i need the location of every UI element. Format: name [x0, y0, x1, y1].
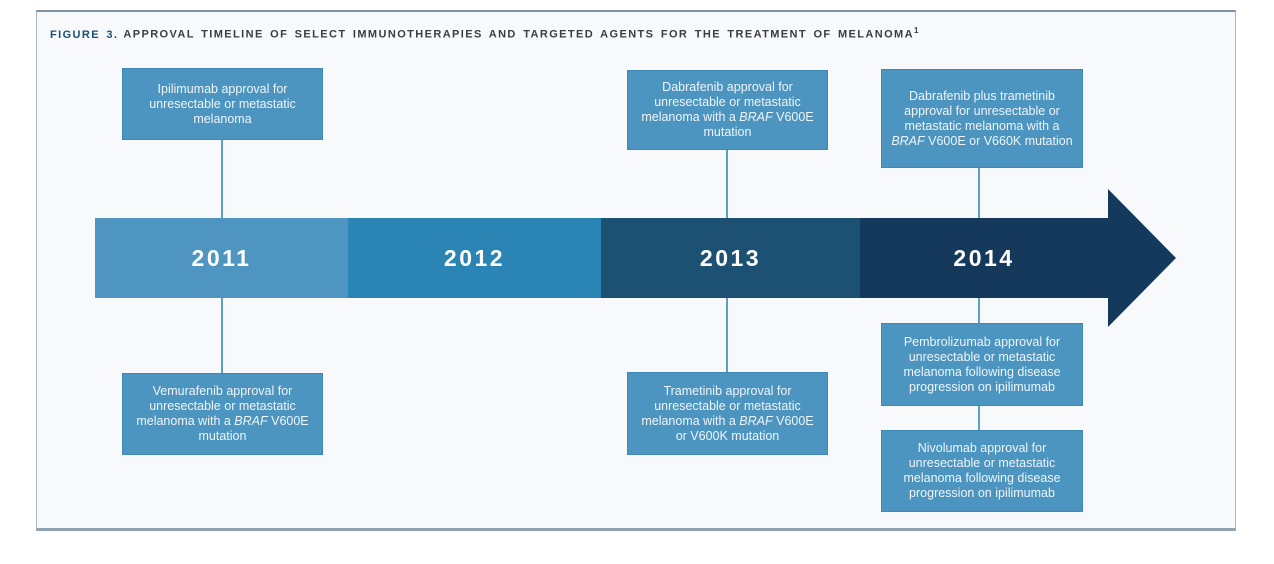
event-text-pre: Dabrafenib plus trametinib approval for … — [904, 88, 1060, 133]
event-text-pre: Nivolumab approval for unresectable or m… — [903, 441, 1061, 500]
figure-title: FIGURE 3. APPROVAL TIMELINE OF SELECT IMM… — [50, 26, 918, 41]
event-text-post: V600E mutation — [198, 414, 309, 443]
event-text: Pembrolizumab approval for unresectable … — [890, 335, 1074, 395]
figure-title-text: APPROVAL TIMELINE OF SELECT IMMUNOTHERAP… — [123, 28, 914, 41]
event-text: Trametinib approval for unresectable or … — [636, 384, 819, 444]
timeline-segment-2011: 2011 — [95, 218, 348, 298]
event-text-pre: Pembrolizumab approval for unresectable … — [903, 334, 1061, 394]
event-text-post: V600E or V600K mutation — [675, 413, 814, 443]
timeline-arrowhead-icon — [1108, 189, 1176, 327]
timeline-segment-2012: 2012 — [348, 218, 601, 298]
event-text-gene: BRAF — [739, 110, 773, 124]
figure-label: FIGURE 3. — [50, 28, 119, 41]
timeline-bar: 2011 2012 2013 2014 — [95, 218, 1108, 298]
event-text-pre: Ipilimumab approval for unresectable or … — [149, 81, 296, 126]
footnote-marker: 1 — [913, 26, 919, 35]
event-text-gene: BRAF — [891, 133, 925, 148]
event-text-pre: Vemurafenib approval for unresectable or… — [136, 384, 296, 428]
event-text: Dabrafenib approval for unresectable or … — [636, 80, 819, 140]
event-text: Dabrafenib plus trametinib approval for … — [890, 89, 1074, 149]
event-text-post: V600E mutation — [703, 110, 814, 139]
event-box-nivolumab: Nivolumab approval for unresectable or m… — [881, 430, 1083, 512]
timeline-segment-2013: 2013 — [601, 218, 860, 298]
event-text-pre: Trametinib approval for unresectable or … — [641, 383, 801, 428]
event-box-dabrafenib-trametinib: Dabrafenib plus trametinib approval for … — [881, 69, 1083, 168]
event-text-gene: BRAF — [739, 413, 773, 428]
connector-ipilimumab — [221, 140, 223, 218]
connector-vemurafenib — [221, 298, 223, 373]
year-label-2011: 2011 — [191, 244, 252, 271]
figure-frame: FIGURE 3. APPROVAL TIMELINE OF SELECT IMM… — [36, 10, 1236, 531]
event-box-vemurafenib: Vemurafenib approval for unresectable or… — [122, 373, 323, 455]
event-box-pembrolizumab: Pembrolizumab approval for unresectable … — [881, 323, 1083, 406]
connector-nivolumab — [978, 406, 980, 430]
connector-pembrolizumab — [978, 298, 980, 323]
timeline-segment-2014: 2014 — [860, 218, 1108, 298]
event-box-trametinib: Trametinib approval for unresectable or … — [627, 372, 828, 455]
event-text-gene: BRAF — [234, 414, 268, 428]
connector-dabrafenib — [726, 150, 728, 218]
event-box-dabrafenib: Dabrafenib approval for unresectable or … — [627, 70, 828, 150]
event-text-post: V600E or V660K mutation — [924, 133, 1073, 148]
event-text: Nivolumab approval for unresectable or m… — [890, 441, 1074, 501]
event-box-ipilimumab: Ipilimumab approval for unresectable or … — [122, 68, 323, 140]
year-label-2013: 2013 — [699, 244, 762, 271]
year-label-2014: 2014 — [953, 244, 1015, 271]
connector-trametinib — [726, 298, 728, 372]
event-text: Ipilimumab approval for unresectable or … — [131, 82, 314, 127]
event-text-pre: Dabrafenib approval for unresectable or … — [641, 80, 801, 124]
event-text: Vemurafenib approval for unresectable or… — [131, 384, 314, 444]
connector-dabrafenib-trametinib — [978, 168, 980, 218]
year-label-2012: 2012 — [443, 244, 506, 271]
